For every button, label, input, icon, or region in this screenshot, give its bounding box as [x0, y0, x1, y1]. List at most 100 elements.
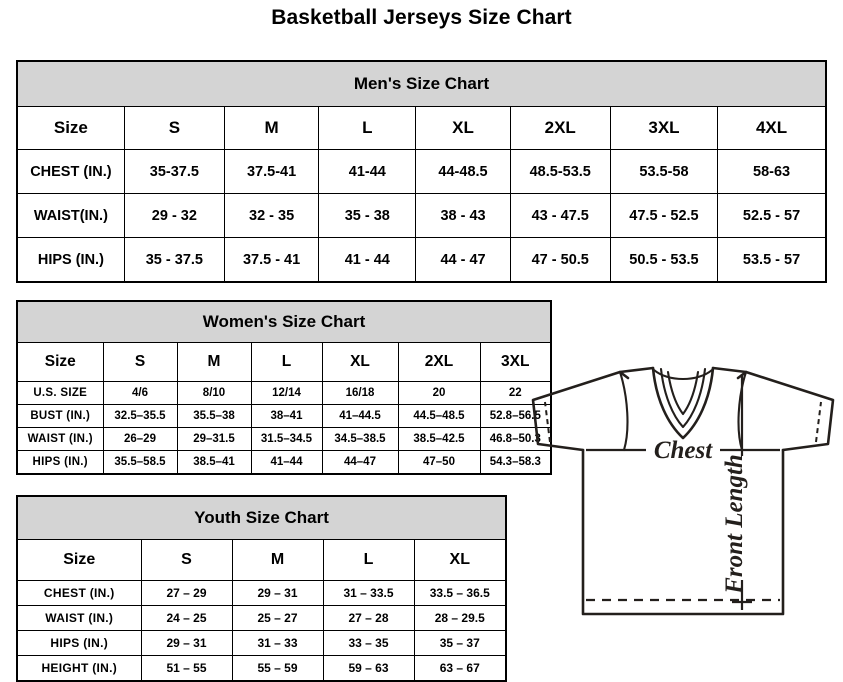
youth-chest-l: 31 – 33.5	[322, 580, 415, 606]
youth-col-l: L	[322, 539, 415, 581]
womens-hips-l: 41–44	[250, 450, 323, 475]
mens-waist-2xl: 43 - 47.5	[509, 193, 611, 238]
womens-size-chart-table: Women's Size Chart Size S M L XL 2XL 3XL…	[16, 300, 553, 475]
jersey-measurement-diagram: Chest Front Length	[528, 352, 838, 662]
mens-col-3xl: 3XL	[609, 106, 719, 150]
table-row: HEIGHT (IN.) 51 – 55 55 – 59 59 – 63 63 …	[16, 655, 507, 682]
table-row: U.S. SIZE 4/6 8/10 12/14 16/18 20 22	[16, 381, 552, 405]
mens-waist-s: 29 - 32	[123, 193, 225, 238]
shirt-vneck-middle	[659, 367, 707, 429]
shirt-left-sleeve	[531, 370, 630, 452]
womens-waist-m: 29–31.5	[176, 427, 252, 451]
mens-chest-4xl: 58-63	[717, 149, 827, 194]
mens-col-l: L	[318, 106, 417, 150]
womens-hips-2xl: 47–50	[397, 450, 481, 475]
womens-col-2xl: 2XL	[397, 342, 481, 382]
youth-height-s: 51 – 55	[140, 655, 233, 682]
youth-chest-xl: 33.5 – 36.5	[413, 580, 507, 606]
mens-col-s: S	[123, 106, 225, 150]
womens-waist-xl: 34.5–38.5	[321, 427, 399, 451]
youth-hips-l: 33 – 35	[322, 630, 415, 656]
mens-row-label-waist: WAIST(IN.)	[16, 193, 125, 238]
womens-header-row: Size S M L XL 2XL 3XL	[16, 342, 552, 382]
womens-bust-m: 35.5–38	[176, 404, 252, 428]
shirt-right-shoulder-seam	[711, 366, 748, 374]
shirt-right-sleeve	[736, 370, 835, 452]
womens-row-label-us-size: U.S. SIZE	[16, 381, 104, 405]
womens-bust-l: 38–41	[250, 404, 323, 428]
mens-hips-4xl: 53.5 - 57	[717, 237, 827, 283]
youth-col-m: M	[231, 539, 324, 581]
shirt-vneck-outer	[651, 366, 715, 440]
womens-bust-s: 32.5–35.5	[102, 404, 178, 428]
womens-banner-row: Women's Size Chart	[16, 300, 552, 343]
mens-chest-3xl: 53.5-58	[609, 149, 719, 194]
womens-row-label-bust: BUST (IN.)	[16, 404, 104, 428]
womens-waist-s: 26–29	[102, 427, 178, 451]
table-row: WAIST(IN.) 29 - 32 32 - 35 35 - 38 38 - …	[16, 193, 827, 238]
womens-banner-title: Women's Size Chart	[16, 300, 552, 343]
mens-hips-2xl: 47 - 50.5	[509, 237, 611, 283]
mens-col-4xl: 4XL	[717, 106, 827, 150]
shirt-body-outline	[581, 448, 785, 616]
mens-waist-m: 32 - 35	[223, 193, 320, 238]
youth-waist-xl: 28 – 29.5	[413, 605, 507, 631]
mens-col-m: M	[223, 106, 320, 150]
table-row: CHEST (IN.) 35-37.5 37.5-41 41-44 44-48.…	[16, 149, 827, 194]
womens-ussize-3xl: 22	[479, 381, 552, 405]
youth-chest-m: 29 – 31	[231, 580, 324, 606]
mens-waist-l: 35 - 38	[318, 193, 417, 238]
front-length-label: Front Length	[721, 454, 748, 595]
womens-bust-2xl: 44.5–48.5	[397, 404, 481, 428]
womens-waist-2xl: 38.5–42.5	[397, 427, 481, 451]
youth-chest-s: 27 – 29	[140, 580, 233, 606]
mens-hips-s: 35 - 37.5	[123, 237, 225, 283]
shirt-left-shoulder-seam	[618, 366, 655, 374]
mens-waist-4xl: 52.5 - 57	[717, 193, 827, 238]
youth-col-s: S	[140, 539, 233, 581]
youth-hips-s: 29 – 31	[140, 630, 233, 656]
womens-col-xl: XL	[321, 342, 399, 382]
womens-hips-s: 35.5–58.5	[102, 450, 178, 475]
mens-row-label-hips: HIPS (IN.)	[16, 237, 125, 283]
womens-hips-3xl: 54.3–58.3	[479, 450, 552, 475]
youth-height-xl: 63 – 67	[413, 655, 507, 682]
womens-ussize-xl: 16/18	[321, 381, 399, 405]
mens-hips-m: 37.5 - 41	[223, 237, 320, 283]
womens-col-s: S	[102, 342, 178, 382]
mens-banner-row: Men's Size Chart	[16, 60, 827, 107]
youth-header-row: Size S M L XL	[16, 539, 507, 581]
womens-waist-l: 31.5–34.5	[250, 427, 323, 451]
mens-chest-m: 37.5-41	[223, 149, 320, 194]
table-row: HIPS (IN.) 35.5–58.5 38.5–41 41–44 44–47…	[16, 450, 552, 475]
youth-height-l: 59 – 63	[322, 655, 415, 682]
mens-col-size: Size	[16, 106, 125, 150]
youth-waist-m: 25 – 27	[231, 605, 324, 631]
youth-waist-s: 24 – 25	[140, 605, 233, 631]
womens-ussize-2xl: 20	[397, 381, 481, 405]
womens-row-label-hips: HIPS (IN.)	[16, 450, 104, 475]
youth-row-label-hips: HIPS (IN.)	[16, 630, 142, 656]
womens-col-m: M	[176, 342, 252, 382]
mens-size-chart-table: Men's Size Chart Size S M L XL 2XL 3XL 4…	[16, 60, 827, 283]
table-row: CHEST (IN.) 27 – 29 29 – 31 31 – 33.5 33…	[16, 580, 507, 606]
chest-label: Chest	[654, 437, 713, 464]
mens-chest-2xl: 48.5-53.5	[509, 149, 611, 194]
womens-ussize-s: 4/6	[102, 381, 178, 405]
shirt-left-sleeve-stitch	[544, 401, 551, 443]
mens-hips-xl: 44 - 47	[415, 237, 511, 283]
youth-row-label-chest: CHEST (IN.)	[16, 580, 142, 606]
mens-chest-s: 35-37.5	[123, 149, 225, 194]
youth-height-m: 55 – 59	[231, 655, 324, 682]
womens-col-l: L	[250, 342, 323, 382]
youth-size-chart-table: Youth Size Chart Size S M L XL CHEST (IN…	[16, 495, 508, 682]
mens-hips-3xl: 50.5 - 53.5	[609, 237, 719, 283]
mens-col-xl: XL	[415, 106, 511, 150]
mens-row-label-chest: CHEST (IN.)	[16, 149, 125, 194]
womens-hips-m: 38.5–41	[176, 450, 252, 475]
shirt-vneck-inner	[666, 370, 700, 416]
youth-row-label-height: HEIGHT (IN.)	[16, 655, 142, 682]
mens-banner-title: Men's Size Chart	[16, 60, 827, 107]
youth-banner-title: Youth Size Chart	[16, 495, 507, 540]
shirt-collar-arc	[652, 368, 714, 380]
